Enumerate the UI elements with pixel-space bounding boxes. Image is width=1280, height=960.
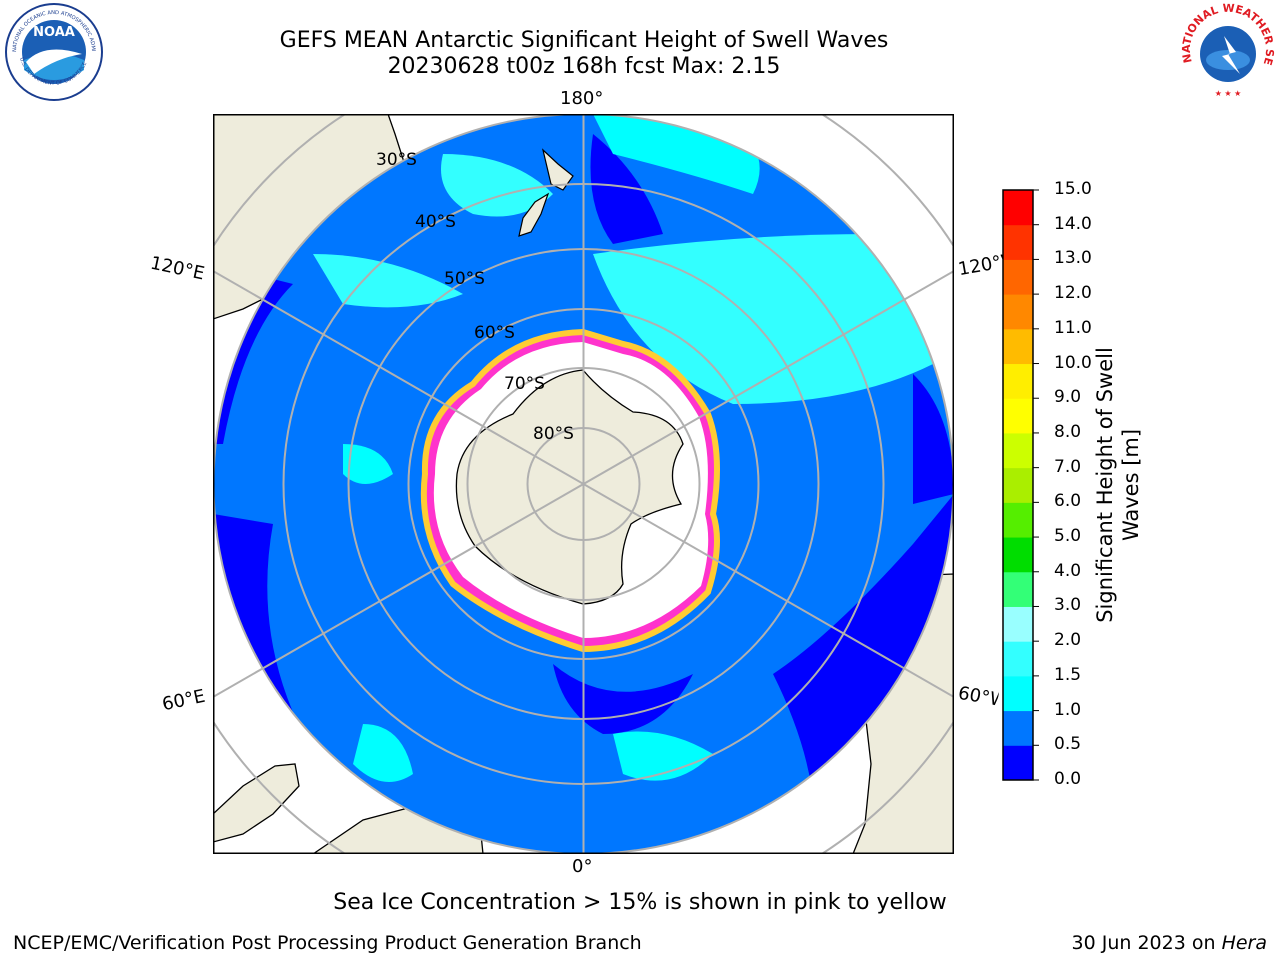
lat-label-60s: 60°S [474, 323, 515, 343]
colorbar [1002, 189, 1039, 781]
colorbar-tick-label: 4.0 [1054, 560, 1082, 581]
lon-label-0: 0° [572, 856, 593, 877]
lat-label-30s: 30°S [376, 150, 417, 170]
colorbar-segment [1003, 675, 1033, 712]
new-zealand-land [518, 148, 574, 237]
colorbar-segment [1003, 294, 1033, 330]
colorbar-segment [1003, 432, 1033, 469]
colorbar-tick-label: 0.0 [1054, 769, 1082, 789]
colorbar-segment [1003, 606, 1033, 642]
svg-text:★ ★ ★: ★ ★ ★ [1215, 89, 1242, 98]
colorbar-segment [1003, 190, 1033, 226]
colorbar-segment [1003, 745, 1033, 781]
nws-logo: NATIONAL WEATHER SERVICE ★ ★ ★ [1178, 2, 1276, 99]
colorbar-segment [1003, 259, 1033, 295]
colorbar-tick-label: 6.0 [1054, 491, 1082, 512]
polar-map [213, 114, 954, 854]
colorbar-tick-label: 0.5 [1054, 734, 1082, 755]
lat-label-70s: 70°S [504, 374, 545, 394]
colorbar-tick-label: 5.0 [1054, 526, 1082, 547]
colorbar-tick-label: 8.0 [1054, 421, 1082, 442]
colorbar-segment [1003, 328, 1033, 365]
credit-text: NCEP/EMC/Verification Post Processing Pr… [13, 932, 642, 954]
lat-label-80s: 80°S [533, 424, 574, 444]
colorbar-tick-label: 11.0 [1054, 317, 1092, 338]
colorbar-segment [1003, 398, 1033, 434]
colorbar-tick-label: 1.5 [1054, 664, 1082, 685]
colorbar-segment [1003, 537, 1033, 573]
colorbar-segment [1003, 710, 1033, 746]
noaa-logo-text: NOAA [33, 25, 75, 40]
title-line-2: 20230628 t00z 168h fcst Max: 2.15 [387, 54, 781, 79]
colorbar-tick-label: 9.0 [1054, 387, 1082, 408]
date-text: 30 Jun 2023 on Hera [1071, 932, 1267, 954]
title-line-1: GEFS MEAN Antarctic Significant Height o… [279, 28, 889, 53]
colorbar-tick-label: 2.0 [1054, 630, 1082, 651]
colorbar-segment [1003, 224, 1033, 260]
colorbar-tick-label: 15.0 [1054, 179, 1092, 199]
colorbar-tick-label: 13.0 [1054, 248, 1092, 269]
colorbar-segment [1003, 502, 1033, 538]
colorbar-label: Significant Height of Swell Waves [m] [1093, 347, 1143, 623]
madagascar-land [213, 763, 300, 843]
colorbar-segment [1003, 641, 1033, 677]
colorbar-segment [1003, 467, 1033, 503]
lon-label-60e: 60°E [160, 685, 207, 716]
lon-label-60w: 60°W [956, 682, 1000, 711]
lon-label-180: 180° [560, 88, 604, 109]
colorbar-tick-label: 14.0 [1054, 213, 1092, 234]
colorbar-segment [1003, 363, 1033, 399]
colorbar-tick-label: 12.0 [1054, 283, 1092, 304]
noaa-logo: NOAA NATIONAL OCEANIC AND ATMOSPHERIC AD… [4, 2, 103, 101]
colorbar-segment [1003, 571, 1033, 607]
lat-label-50s: 50°S [444, 269, 485, 289]
sea-ice-note: Sea Ice Concentration > 15% is shown in … [333, 890, 947, 915]
colorbar-tick-label: 10.0 [1054, 352, 1092, 373]
colorbar-tick-label: 1.0 [1054, 699, 1082, 720]
lat-label-40s: 40°S [415, 212, 456, 232]
colorbar-tick-label: 3.0 [1054, 595, 1082, 616]
lon-label-120e: 120°E [148, 252, 207, 285]
colorbar-tick-label: 7.0 [1054, 456, 1082, 477]
